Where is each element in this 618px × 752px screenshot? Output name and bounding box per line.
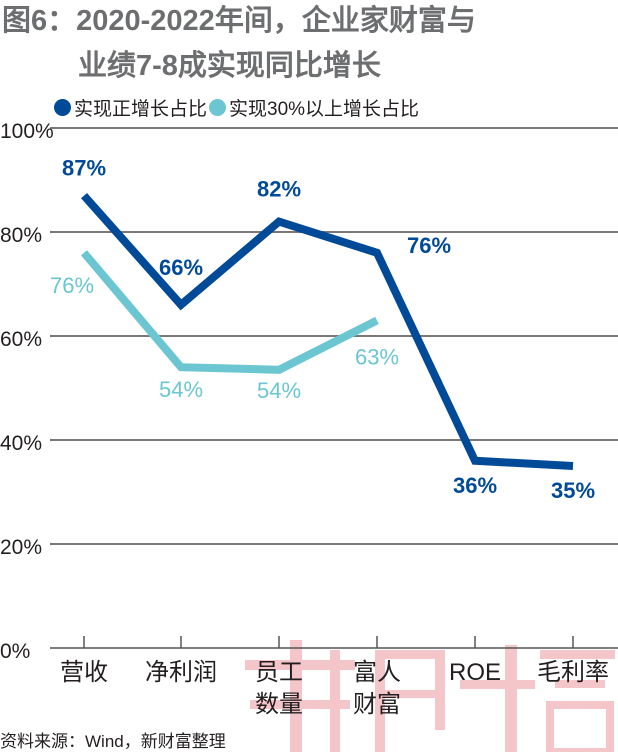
legend-label-series2: 实现30%以上增长占比 [229, 99, 420, 120]
watermark-strokes [245, 640, 615, 752]
x-tick-label: ROE [449, 659, 501, 686]
legend-label-series1: 实现正增长占比 [74, 99, 208, 120]
data-label: 76% [50, 273, 94, 298]
data-label: 82% [257, 177, 301, 202]
x-tick-label: 营收 [60, 659, 108, 686]
y-tick-label: 100% [0, 120, 54, 143]
series-line-2 [80, 250, 379, 374]
y-tick-label: 80% [0, 224, 42, 247]
x-tick-label: 员工 [255, 659, 303, 686]
x-tick-label: 净利润 [145, 659, 217, 686]
source-note: 资料来源：Wind，新财富整理 [0, 732, 226, 751]
data-label: 54% [257, 378, 301, 403]
data-label: 66% [159, 255, 203, 280]
data-label: 54% [159, 377, 203, 402]
y-tick-label: 20% [0, 536, 42, 559]
x-tick-label: 毛利率 [537, 659, 609, 686]
chart-title-line1: 图6：2020-2022年间，企业家财富与 [2, 5, 476, 37]
y-tick-label: 60% [0, 328, 42, 351]
y-tick-label: 0% [0, 640, 30, 663]
legend-marker-series1 [54, 99, 71, 116]
legend-marker-series2 [209, 99, 227, 116]
series-line-1 [81, 192, 574, 470]
y-tick-label: 40% [0, 432, 42, 455]
x-tick-label: 数量 [255, 691, 303, 718]
data-label: 63% [355, 344, 399, 369]
data-label: 35% [551, 478, 595, 503]
data-label: 87% [62, 156, 106, 181]
data-label: 76% [407, 233, 451, 258]
x-tick-label: 富人 [353, 659, 401, 686]
x-tick-label: 财富 [353, 691, 401, 718]
data-label: 36% [453, 473, 497, 498]
chart-title-line2: 业绩7-8成实现同比增长 [78, 50, 381, 82]
legend: 实现正增长占比 实现30%以上增长占比 [52, 94, 419, 121]
